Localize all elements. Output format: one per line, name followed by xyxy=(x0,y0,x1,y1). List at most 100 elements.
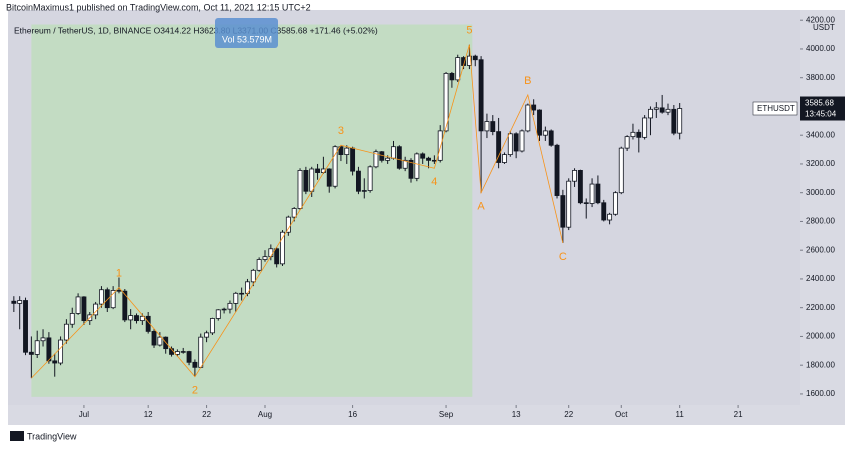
candle-body xyxy=(648,108,653,119)
wave-label: 2 xyxy=(192,385,198,397)
x-tick-label: Jul xyxy=(79,410,89,419)
candle-body xyxy=(577,170,583,204)
candle-body xyxy=(612,192,618,215)
symbol-box xyxy=(752,101,798,116)
candle-body xyxy=(560,195,566,228)
candle-body xyxy=(280,231,285,265)
candle-body xyxy=(285,216,291,233)
wave-label: 5 xyxy=(466,25,472,37)
candle-body xyxy=(653,107,659,110)
candle-body xyxy=(385,157,391,161)
candle-body xyxy=(315,168,321,173)
y-tick-label: 1600.00 xyxy=(806,389,835,398)
candle-body xyxy=(525,104,531,132)
x-tick-label: Oct xyxy=(615,410,628,419)
candle-body xyxy=(309,168,315,192)
candle-body xyxy=(624,136,630,149)
wave-label: 3 xyxy=(338,125,344,137)
y-tick-label: 4200.00 xyxy=(806,15,835,24)
candle-body xyxy=(443,72,449,132)
candle-body xyxy=(262,256,268,260)
candle-body xyxy=(566,180,572,228)
wave-label: B xyxy=(524,75,531,87)
candle-body xyxy=(186,351,192,363)
candle-body xyxy=(402,159,408,169)
candle-body xyxy=(484,121,490,132)
candle-body xyxy=(355,170,361,192)
time-axis xyxy=(8,405,800,425)
y-tick-label: 3800.00 xyxy=(806,73,835,82)
candle-body xyxy=(607,213,613,221)
candle-body xyxy=(52,360,58,364)
tooltip: Vol 53.579M xyxy=(222,34,272,44)
candle-body xyxy=(431,159,437,162)
candle-body xyxy=(221,308,227,311)
candle-body xyxy=(659,107,665,113)
candle-body xyxy=(104,289,110,309)
candle-body xyxy=(601,202,607,221)
candle-body xyxy=(233,292,239,304)
y-tick-label: 3000.00 xyxy=(806,188,835,197)
candle-body xyxy=(274,248,280,265)
candle-body xyxy=(40,337,46,342)
last-price: 3585.68 xyxy=(805,99,834,108)
candle-body xyxy=(350,147,356,172)
footer: TradingView xyxy=(27,431,77,441)
candle-body xyxy=(583,202,589,204)
candle-body xyxy=(636,131,642,138)
candle-body xyxy=(209,318,215,334)
candle-body xyxy=(268,248,274,258)
candle-body xyxy=(116,290,122,292)
candle-body xyxy=(396,146,402,169)
y-tick-label: 2800.00 xyxy=(806,217,835,226)
candle-body xyxy=(28,351,34,355)
candle-body xyxy=(373,151,379,168)
candle-body xyxy=(81,296,87,322)
price-axis xyxy=(800,10,845,425)
candle-body xyxy=(239,292,245,295)
candle-body xyxy=(671,108,677,134)
candle-body xyxy=(69,313,75,325)
candle-body xyxy=(642,117,648,138)
y-tick-label: 2600.00 xyxy=(806,245,835,254)
price-box xyxy=(800,96,845,121)
candle-body xyxy=(455,57,461,81)
candle-body xyxy=(595,183,601,204)
y-tick-label: 2000.00 xyxy=(806,332,835,341)
candle-body xyxy=(46,337,52,362)
logo-icon xyxy=(10,431,24,441)
x-tick-label: 13 xyxy=(512,410,521,419)
candle-body xyxy=(537,109,542,136)
candle-body xyxy=(122,290,128,321)
y-tick-label: 3400.00 xyxy=(806,130,835,139)
candle-body xyxy=(677,108,683,134)
candle-body xyxy=(367,166,373,191)
candle-body xyxy=(449,72,455,81)
candle-body xyxy=(414,153,420,179)
candle-body xyxy=(507,133,513,156)
candle-body xyxy=(478,59,484,132)
candle-body xyxy=(198,336,204,368)
candle-body xyxy=(63,323,69,341)
wave-line xyxy=(31,44,564,379)
candle-body xyxy=(502,154,507,163)
candle-body xyxy=(250,269,256,283)
candle-body xyxy=(99,289,104,305)
candle-body xyxy=(361,190,367,192)
currency: USDT xyxy=(813,23,835,32)
candle-body xyxy=(34,340,40,355)
candle-body xyxy=(665,108,671,113)
candle-body xyxy=(75,296,81,314)
candle-body xyxy=(151,331,157,346)
candle-body xyxy=(513,133,519,152)
wave-label: C xyxy=(559,251,567,263)
candle-body xyxy=(139,315,145,322)
candle-body xyxy=(344,147,350,156)
candle-body xyxy=(338,146,344,156)
y-tick-label: 1800.00 xyxy=(806,360,835,369)
candle-body xyxy=(110,290,116,309)
candle-body xyxy=(408,159,414,179)
x-tick-label: 22 xyxy=(564,410,573,419)
candle-body xyxy=(332,146,338,187)
